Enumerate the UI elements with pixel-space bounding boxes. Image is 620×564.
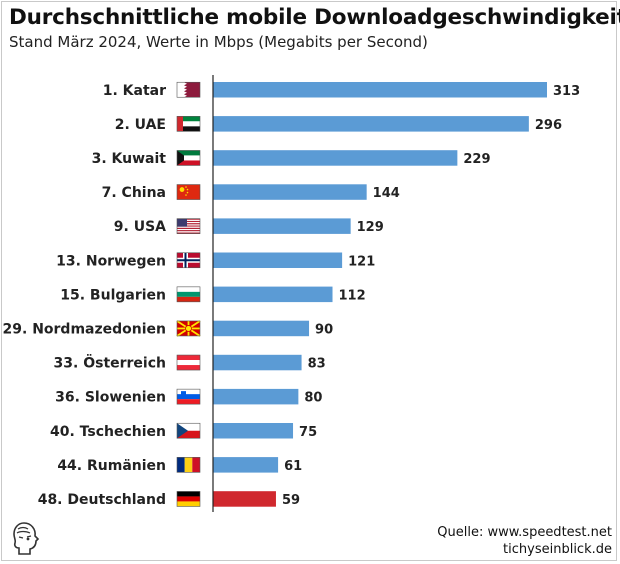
flag-qatar-icon xyxy=(176,81,201,98)
bar-row: 33. Österreich 83 xyxy=(54,354,326,372)
bar xyxy=(213,457,279,473)
flag-uae-icon xyxy=(176,116,201,132)
bar-row: 36. Slowenien 80 xyxy=(55,388,322,406)
bar-row: 13. Norwegen 121 xyxy=(56,252,375,269)
bar xyxy=(213,320,310,337)
bar xyxy=(213,82,547,98)
flag-slovenia-icon xyxy=(176,388,201,405)
bar-row: 3. Kuwait 229 xyxy=(92,150,491,167)
bar-row: 48. Deutschland 59 xyxy=(38,491,300,508)
flag-china-icon xyxy=(176,184,201,200)
value-label: 80 xyxy=(304,391,322,406)
bar-row: 7. China 144 xyxy=(102,184,400,201)
bar-row: 2. UAE 296 xyxy=(115,116,562,133)
bar-row: 40. Tschechien 75 xyxy=(50,422,317,440)
flag-romania-icon xyxy=(176,457,201,473)
category-label: 33. Österreich xyxy=(54,354,166,372)
bar xyxy=(213,150,458,166)
source-line: Quelle: www.speedtest.net xyxy=(437,525,612,540)
category-label: 9. USA xyxy=(114,219,166,235)
bar xyxy=(213,116,529,132)
bar xyxy=(213,388,299,405)
category-label: 2. UAE xyxy=(115,117,166,133)
category-label: 48. Deutschland xyxy=(38,492,166,508)
bar-row: 44. Rumänien 61 xyxy=(57,457,302,474)
value-label: 296 xyxy=(535,118,562,133)
bar-row: 9. USA 129 xyxy=(114,218,384,235)
value-label: 144 xyxy=(373,186,400,201)
logo-icon xyxy=(13,522,40,555)
bar xyxy=(213,286,333,303)
value-label: 83 xyxy=(308,357,326,372)
category-label: 7. China xyxy=(102,185,166,201)
value-label: 59 xyxy=(282,493,300,508)
category-label: 15. Bulgarien xyxy=(60,287,166,303)
value-label: 229 xyxy=(463,152,490,167)
category-label: 40. Tschechien xyxy=(50,424,166,440)
chart-subtitle: Stand März 2024, Werte in Mbps (Megabits… xyxy=(9,33,428,51)
bar-row: 29. Nordmazedonien 90 xyxy=(3,320,333,337)
flag-germany-icon xyxy=(176,491,201,507)
chart-title: Durchschnittliche mobile Downloadgeschwi… xyxy=(9,5,620,30)
value-label: 112 xyxy=(339,288,366,303)
value-label: 90 xyxy=(315,322,333,337)
flag-north-macedonia-icon xyxy=(176,320,201,337)
bar xyxy=(213,184,367,200)
category-label: 36. Slowenien xyxy=(55,390,166,406)
value-label: 61 xyxy=(284,459,302,474)
bar xyxy=(213,491,276,507)
flag-czechia-icon xyxy=(176,422,201,439)
category-label: 29. Nordmazedonien xyxy=(3,321,166,337)
flag-usa-icon xyxy=(176,218,201,234)
bar-row: 15. Bulgarien 112 xyxy=(60,286,366,303)
value-label: 121 xyxy=(348,254,375,269)
category-label: 3. Kuwait xyxy=(92,151,167,167)
bar xyxy=(213,252,343,268)
flag-bulgaria-icon xyxy=(176,286,201,303)
value-label: 313 xyxy=(553,84,580,99)
bar xyxy=(213,423,294,439)
value-label: 75 xyxy=(299,425,317,440)
bar xyxy=(213,218,351,234)
brand-line: tichyseinblick.de xyxy=(503,542,612,557)
category-label: 1. Katar xyxy=(103,83,166,99)
flag-austria-icon xyxy=(176,354,201,371)
category-label: 13. Norwegen xyxy=(56,253,166,269)
bar-row: 1. Katar 313 xyxy=(103,81,580,99)
flag-norway-icon xyxy=(176,252,201,269)
value-label: 129 xyxy=(357,220,384,235)
source-note: Quelle: www.speedtest.net tichyseinblick… xyxy=(437,524,612,558)
bar xyxy=(213,354,302,371)
category-label: 44. Rumänien xyxy=(57,458,166,474)
flag-kuwait-icon xyxy=(176,150,201,166)
